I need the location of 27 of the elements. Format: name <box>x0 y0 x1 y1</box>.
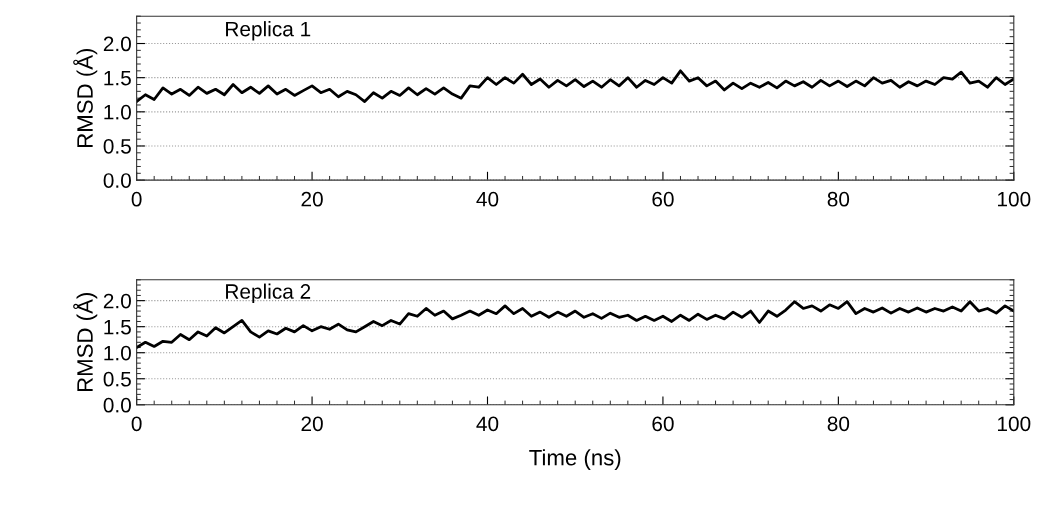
y-tick-label: 1.5 <box>104 70 131 86</box>
y-tick-label: 0.5 <box>103 371 131 387</box>
x-axis-title: Time (ns) <box>529 449 621 470</box>
y-tick-label: 0.0 <box>103 397 131 413</box>
x-tick-label: 100 <box>998 191 1031 207</box>
y-tick-label: 1.0 <box>104 345 131 361</box>
y-tick-label: 2.0 <box>103 36 131 52</box>
annotation: Replica 2 <box>226 283 311 303</box>
x-tick-label: 80 <box>827 416 850 432</box>
x-tick-label: 80 <box>827 191 850 207</box>
x-tick-label: 40 <box>476 416 499 432</box>
y-tick-label: 1.0 <box>104 104 131 120</box>
annotation: Replica 1 <box>226 21 311 41</box>
y-tick-label: 2.0 <box>103 293 131 309</box>
x-tick-label: 40 <box>476 191 499 207</box>
y-axis-title: RMSD (Å) <box>73 48 98 147</box>
y-tick-label: 1.5 <box>104 319 131 335</box>
y-axis-title: RMSD (Å) <box>73 293 98 392</box>
x-tick-label: 60 <box>652 191 674 207</box>
x-tick-label: 0 <box>131 416 142 432</box>
x-tick-label: 20 <box>301 191 323 207</box>
x-tick-label: 60 <box>652 416 674 432</box>
y-tick-label: 0.5 <box>103 138 131 154</box>
x-tick-label: 0 <box>131 191 142 207</box>
x-tick-label: 100 <box>998 416 1031 432</box>
y-tick-label: 0.0 <box>103 173 131 188</box>
x-tick-label: 20 <box>301 416 323 432</box>
